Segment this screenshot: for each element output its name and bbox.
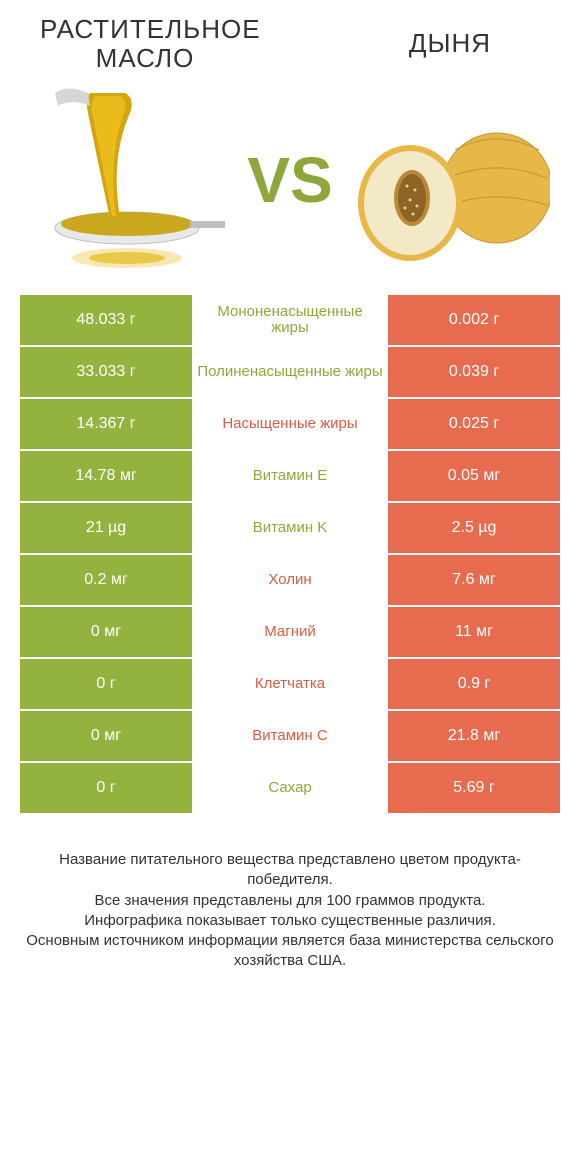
footnote-line: Название питательного вещества представл… bbox=[20, 850, 560, 891]
value-right: 11 мг bbox=[388, 607, 560, 657]
table-row: 0.2 мгХолин7.6 мг bbox=[20, 555, 560, 605]
value-left: 0 г bbox=[20, 763, 192, 813]
nutrient-name: Мононенасыщенные жиры bbox=[192, 295, 388, 345]
value-left: 0 г bbox=[20, 659, 192, 709]
product-right-image bbox=[355, 85, 550, 275]
value-left: 0 мг bbox=[20, 711, 192, 761]
product-left-image bbox=[30, 85, 225, 275]
nutrient-name: Магний bbox=[192, 607, 388, 657]
nutrient-name: Сахар bbox=[192, 763, 388, 813]
table-row: 0 мгВитамин C21.8 мг bbox=[20, 711, 560, 761]
comparison-table: 48.033 гМононенасыщенные жиры0.002 г33.0… bbox=[0, 295, 580, 813]
product-right-title: ДЫНЯ bbox=[360, 29, 540, 58]
table-row: 48.033 гМононенасыщенные жиры0.002 г bbox=[20, 295, 560, 345]
footnote-line: Все значения представлены для 100 граммо… bbox=[20, 891, 560, 911]
value-right: 0.025 г bbox=[388, 399, 560, 449]
nutrient-name: Насыщенные жиры bbox=[192, 399, 388, 449]
nutrient-name: Клетчатка bbox=[192, 659, 388, 709]
value-left: 14.78 мг bbox=[20, 451, 192, 501]
nutrient-name: Витамин C bbox=[192, 711, 388, 761]
header-row: РАСТИТЕЛЬНОЕ МАСЛО ДЫНЯ bbox=[0, 0, 580, 77]
nutrient-name: Холин bbox=[192, 555, 388, 605]
value-right: 0.9 г bbox=[388, 659, 560, 709]
value-left: 48.033 г bbox=[20, 295, 192, 345]
footnotes: Название питательного вещества представл… bbox=[0, 815, 580, 972]
value-left: 21 µg bbox=[20, 503, 192, 553]
table-row: 21 µgВитамин K2.5 µg bbox=[20, 503, 560, 553]
table-row: 33.033 гПолиненасыщенные жиры0.039 г bbox=[20, 347, 560, 397]
value-right: 0.002 г bbox=[388, 295, 560, 345]
visual-row: VS bbox=[0, 77, 580, 295]
nutrient-name: Витамин E bbox=[192, 451, 388, 501]
value-left: 0 мг bbox=[20, 607, 192, 657]
table-row: 0 гСахар5.69 г bbox=[20, 763, 560, 813]
nutrient-name: Полиненасыщенные жиры bbox=[192, 347, 388, 397]
table-row: 14.78 мгВитамин E0.05 мг bbox=[20, 451, 560, 501]
table-row: 0 мгМагний11 мг bbox=[20, 607, 560, 657]
product-left-title: РАСТИТЕЛЬНОЕ МАСЛО bbox=[40, 15, 250, 72]
value-left: 33.033 г bbox=[20, 347, 192, 397]
footnote-line: Инфографика показывает только существенн… bbox=[20, 911, 560, 931]
vs-label: VS bbox=[247, 143, 332, 217]
value-left: 14.367 г bbox=[20, 399, 192, 449]
nutrient-name: Витамин K bbox=[192, 503, 388, 553]
value-right: 0.05 мг bbox=[388, 451, 560, 501]
footnote-line: Основным источником информации является … bbox=[20, 931, 560, 972]
value-right: 2.5 µg bbox=[388, 503, 560, 553]
value-right: 7.6 мг bbox=[388, 555, 560, 605]
table-row: 0 гКлетчатка0.9 г bbox=[20, 659, 560, 709]
value-right: 0.039 г bbox=[388, 347, 560, 397]
value-right: 5.69 г bbox=[388, 763, 560, 813]
value-right: 21.8 мг bbox=[388, 711, 560, 761]
value-left: 0.2 мг bbox=[20, 555, 192, 605]
table-row: 14.367 гНасыщенные жиры0.025 г bbox=[20, 399, 560, 449]
